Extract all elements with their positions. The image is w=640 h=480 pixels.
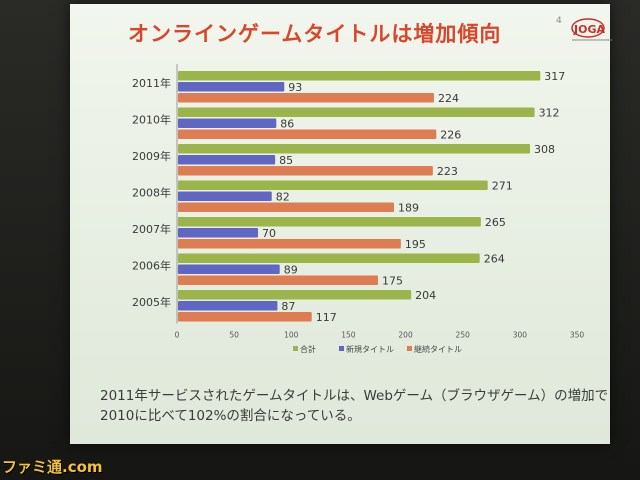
data-label: 70 [262,227,276,240]
category-label: 2011年 [132,76,171,90]
data-label: 93 [288,81,302,94]
bar-total [178,217,481,227]
x-tick-label: 50 [229,331,239,340]
x-tick-label: 250 [456,331,471,340]
data-label: 189 [398,202,419,215]
data-label: 89 [284,264,298,277]
data-label: 271 [492,180,513,193]
data-label: 117 [316,311,337,324]
data-label: 312 [539,107,560,120]
legend-label: 新規タイトル [346,344,394,354]
data-label: 264 [484,253,505,266]
bar-continuing [178,129,437,139]
x-tick-label: 0 [175,331,180,340]
x-tick-label: 300 [513,331,528,340]
category-label: 2010年 [132,113,171,127]
category-label: 2006年 [132,259,171,273]
bar-new [178,191,272,201]
bar-continuing [178,202,394,212]
bar-new [178,155,276,165]
bar-total [178,71,541,81]
data-label: 204 [415,289,436,302]
watermark: ファミ通.com [2,458,103,476]
bar-continuing [178,93,434,103]
legend-swatch [293,346,298,351]
data-label: 223 [437,165,458,178]
bar-total [178,290,412,300]
bar-total [178,144,530,154]
data-label: 85 [279,154,293,167]
category-label: 2008年 [132,186,171,200]
bar-new [178,264,280,274]
bar-total [178,180,488,190]
category-label: 2009年 [132,149,171,163]
bar-continuing [178,275,378,285]
data-label: 175 [382,275,403,288]
data-label: 317 [544,70,565,83]
caption-line-2: 2010に比べて102%の割合になっている。 [100,408,361,424]
bar-continuing [178,239,401,249]
bar-continuing [178,166,433,176]
caption-line-1: 2011年サービスされたゲームタイトルは、Webゲーム（ブラウザゲーム）の増加で [100,388,609,404]
data-label: 224 [438,92,459,105]
bar-new [178,118,277,128]
legend-label: 合計 [300,344,316,354]
x-tick-label: 350 [570,331,585,340]
x-tick-label: 150 [341,331,356,340]
logo-text: JOGA [573,23,605,36]
legend-swatch [407,346,412,351]
data-label: 82 [276,191,290,204]
bar-new [178,228,258,238]
x-tick-label: 200 [398,331,413,340]
bar-continuing [178,312,312,322]
category-label: 2007年 [132,222,171,236]
slide-caption: 2011年サービスされたゲームタイトルは、Webゲーム（ブラウザゲーム）の増加で… [100,386,620,426]
data-label: 87 [281,300,295,313]
data-label: 226 [440,129,461,142]
data-label: 86 [280,118,294,131]
joga-logo-icon: JOGA [571,18,612,41]
page-number: 4 [556,16,562,26]
bar-new [178,82,285,92]
category-label: 2005年 [132,295,171,309]
data-label: 265 [485,216,506,229]
slide-title: オンラインゲームタイトルは増加傾向 [128,22,502,46]
legend-label: 継続タイトル [414,344,462,354]
bar-total [178,107,535,117]
bar-new [178,301,278,311]
data-label: 195 [405,238,426,251]
legend-swatch [339,346,344,351]
x-tick-label: 100 [284,331,299,340]
data-label: 308 [534,143,555,156]
bar-total [178,253,480,263]
